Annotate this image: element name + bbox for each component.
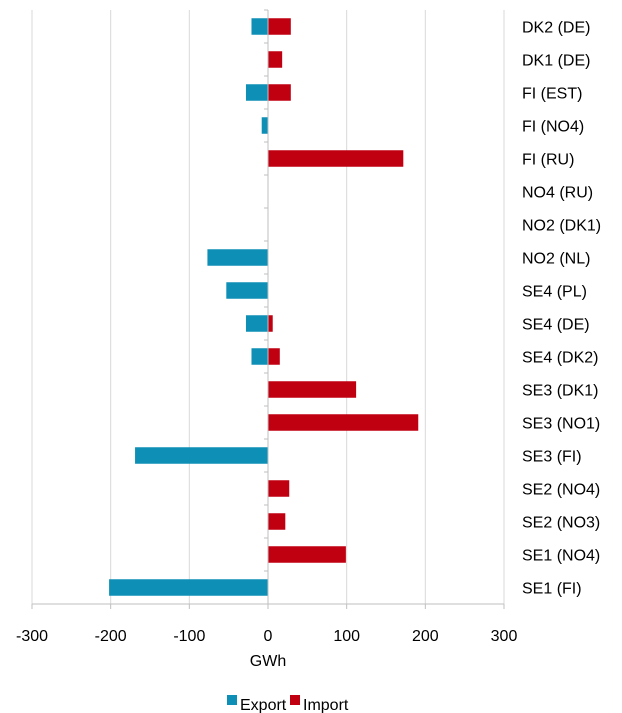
bar-export	[135, 447, 268, 464]
bar-import	[268, 513, 286, 530]
bar-export	[261, 117, 268, 134]
category-label: SE3 (NO1)	[522, 416, 600, 433]
legend: Export Import	[227, 695, 349, 713]
category-label: DK1 (DE)	[522, 53, 590, 70]
bar-export	[245, 84, 268, 101]
x-tick-label: 0	[264, 628, 273, 645]
category-label: SE3 (FI)	[522, 449, 582, 466]
category-label: NO4 (RU)	[522, 185, 593, 202]
labels: -300 -200 -100 0 100 200 300 DK2 (DE) DK1 (DE) FI…	[16, 20, 601, 646]
x-tick-label: 300	[491, 628, 518, 645]
bar-export	[251, 18, 268, 35]
category-label: FI (EST)	[522, 86, 582, 103]
bar-import	[268, 150, 404, 167]
category-label: NO2 (NL)	[522, 251, 590, 268]
axes	[31, 9, 505, 609]
legend-label-export: Export	[240, 697, 287, 713]
bar-import	[268, 348, 280, 365]
bar-export	[109, 579, 269, 596]
category-label: DK2 (DE)	[522, 20, 590, 37]
bar-import	[268, 381, 357, 398]
category-label: SE1 (NO4)	[522, 548, 600, 565]
bar-import	[268, 315, 273, 332]
bar-import	[268, 51, 283, 68]
category-label: SE2 (NO4)	[522, 482, 600, 499]
x-tick-label: -200	[95, 628, 127, 645]
legend-swatch-import	[290, 695, 300, 705]
bar-export	[251, 348, 268, 365]
legend-label-import: Import	[303, 697, 349, 713]
bars	[109, 18, 419, 596]
legend-swatch-export	[227, 695, 237, 705]
bar-export	[207, 249, 268, 266]
category-label: SE3 (DK1)	[522, 383, 598, 400]
bar-export	[245, 315, 268, 332]
bar-export	[226, 282, 268, 299]
category-label: NO2 (DK1)	[522, 218, 601, 235]
gridlines	[31, 10, 505, 604]
category-label: SE2 (NO3)	[522, 515, 600, 532]
bar-import	[268, 480, 290, 497]
category-label: SE4 (DK2)	[522, 350, 598, 367]
category-label: SE1 (FI)	[522, 581, 582, 598]
x-axis-title: GWh	[250, 653, 286, 670]
x-tick-label: 100	[333, 628, 360, 645]
x-tick-label: 200	[412, 628, 439, 645]
x-tick-label: -300	[16, 628, 48, 645]
category-label: SE4 (PL)	[522, 284, 587, 301]
category-label: SE4 (DE)	[522, 317, 590, 334]
bar-import	[268, 84, 291, 101]
x-tick-label: -100	[173, 628, 205, 645]
category-label: FI (RU)	[522, 152, 574, 169]
bar-import	[268, 546, 346, 563]
bar-import	[268, 18, 291, 35]
bar-import	[268, 414, 419, 431]
category-label: FI (NO4)	[522, 119, 584, 136]
